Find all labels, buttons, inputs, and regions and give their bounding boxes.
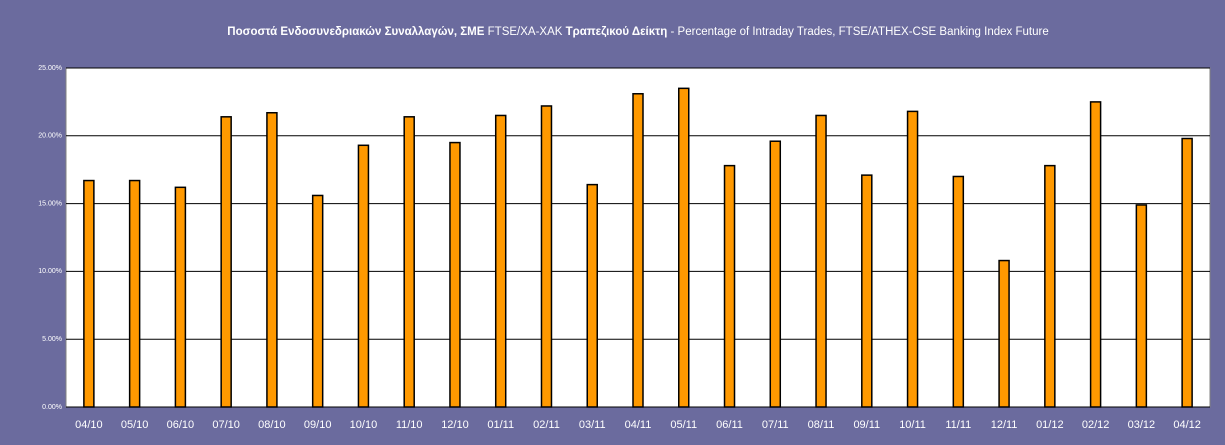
y-tick-label: 5.00% (42, 336, 62, 343)
bar (449, 141, 461, 408)
x-tick-label: 01/12 (1036, 419, 1064, 431)
x-tick-label: 10/10 (350, 419, 378, 431)
bar (769, 140, 782, 408)
x-tick-label: 01/11 (487, 419, 514, 431)
chart-title: Ποσοστά Ενδοσυνεδριακών Συναλλαγών, ΣΜΕ … (227, 26, 1048, 38)
bar (1135, 204, 1148, 408)
bar (678, 87, 690, 408)
bar (1089, 101, 1102, 408)
bar (220, 116, 232, 408)
bar (83, 179, 95, 408)
x-tick-label: 07/11 (762, 419, 789, 431)
x-tick-label: 03/12 (1128, 419, 1156, 431)
x-tick-label: 12/11 (991, 419, 1018, 431)
bar (266, 111, 278, 408)
x-tick-label: 02/12 (1082, 419, 1110, 431)
bar (586, 183, 598, 408)
bar (632, 93, 644, 408)
title-part: Ποσοστά Ενδοσυνεδριακών Συναλλαγών, ΣΜΕ (227, 26, 484, 38)
y-tick-label: 20.00% (38, 133, 62, 140)
y-tick-label: 15.00% (38, 200, 62, 207)
x-tick-label: 04/12 (1173, 419, 1201, 431)
x-tick-label: 03/11 (579, 419, 606, 431)
x-tick-label: 10/11 (899, 419, 926, 431)
bar (174, 186, 187, 408)
x-tick-label: 08/10 (258, 419, 286, 431)
y-tick-label: 25.00% (38, 65, 62, 72)
bar (357, 144, 370, 408)
x-tick-label: 11/10 (396, 419, 423, 431)
y-tick-label: 0.00% (42, 404, 62, 411)
x-tick-label: 04/11 (625, 419, 652, 431)
x-tick-label: 11/11 (945, 419, 971, 431)
x-tick-label: 08/11 (808, 419, 835, 431)
y-tick-label: 10.00% (38, 268, 62, 275)
title-part: - Percentage of Intraday Trades, FTSE/AT… (671, 26, 1049, 38)
x-tick-label: 09/11 (853, 419, 880, 431)
bar (311, 194, 324, 408)
bar (1044, 164, 1056, 408)
bar (403, 116, 415, 408)
title-part: Τραπεζικού Δείκτη (566, 26, 668, 38)
x-tick-label: 06/10 (167, 419, 195, 431)
x-tick-label: 06/11 (716, 419, 743, 431)
bar (998, 259, 1010, 408)
bar (723, 164, 736, 408)
title-part: FTSE/ΧΑ-ΧΑΚ (488, 26, 563, 38)
bar (815, 114, 827, 408)
bar (952, 175, 965, 408)
bar (861, 174, 873, 408)
x-tick-label: 04/10 (75, 419, 103, 431)
x-tick-label: 12/10 (441, 419, 469, 431)
bar (494, 114, 507, 408)
bar (128, 179, 141, 408)
x-tick-label: 07/10 (212, 419, 240, 431)
x-tick-label: 02/11 (533, 419, 560, 431)
x-tick-label: 05/11 (670, 419, 697, 431)
x-tick-label: 05/10 (121, 419, 149, 431)
bar (1181, 137, 1193, 408)
bar (540, 105, 553, 408)
bar (906, 110, 919, 408)
x-tick-label: 09/10 (304, 419, 332, 431)
